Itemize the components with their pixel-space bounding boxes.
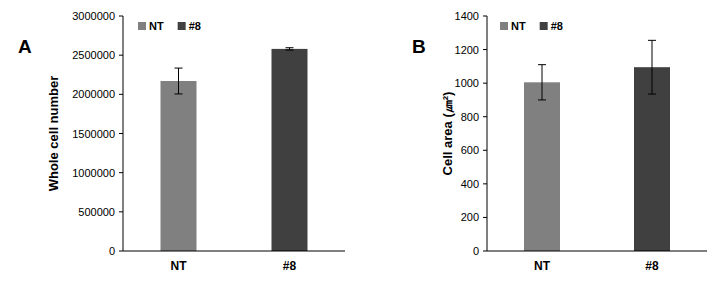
y-tick <box>483 116 487 117</box>
y-tick-label: 0 <box>109 245 115 257</box>
y-tick <box>483 150 487 151</box>
y-tick <box>483 217 487 218</box>
error-cap <box>648 94 656 95</box>
error-cap <box>286 50 294 51</box>
y-tick-label: 1000 <box>455 77 479 89</box>
y-tick <box>119 16 123 17</box>
y-tick-label: 3000000 <box>72 10 115 22</box>
x-tick-label: #8 <box>645 259 659 273</box>
y-tick <box>483 83 487 84</box>
y-tick-label: 2500000 <box>72 49 115 61</box>
y-tick-label: 500000 <box>78 206 115 218</box>
error-bar <box>538 65 546 100</box>
y-tick <box>483 49 487 50</box>
bar <box>161 81 197 251</box>
x-axis <box>123 251 345 252</box>
panel-label: A <box>18 36 32 57</box>
legend-swatch <box>500 22 508 30</box>
y-axis <box>487 16 488 251</box>
panel: B 0 200 400 600 800 1000 1200 1400 Cell area (㎛²)… <box>412 10 707 273</box>
legend-label: #8 <box>551 20 563 32</box>
y-tick-label: 200 <box>461 211 479 223</box>
legend-item: NT <box>500 20 526 32</box>
y-tick-label: 2000000 <box>72 88 115 100</box>
panel: A 0 500000 1000000 1500000 2000000 2500000 3000… <box>18 10 345 273</box>
panel-label: B <box>412 36 426 57</box>
legend-swatch <box>138 22 146 30</box>
y-tick-label: 1500000 <box>72 128 115 140</box>
error-line <box>178 68 179 94</box>
marks <box>161 48 308 251</box>
y-tick <box>483 183 487 184</box>
error-cap <box>538 64 546 65</box>
y-axis <box>123 16 124 251</box>
legend-swatch <box>540 22 548 30</box>
y-tick <box>483 16 487 17</box>
x-tick-label: NT <box>171 259 188 273</box>
x-tick-label: NT <box>534 259 551 273</box>
error-bar <box>648 40 656 94</box>
y-tick-label: 600 <box>461 144 479 156</box>
y-tick-label: 1000000 <box>72 167 115 179</box>
y-tick <box>119 172 123 173</box>
y-axis-label: Whole cell number <box>46 76 61 192</box>
marks <box>524 40 670 251</box>
y-tick <box>119 133 123 134</box>
error-line <box>652 40 653 94</box>
legend-item: #8 <box>540 20 563 32</box>
error-bar <box>286 48 294 50</box>
bar <box>272 49 308 251</box>
legend-swatch <box>178 22 186 30</box>
x-tick-label: #8 <box>283 259 297 273</box>
y-tick <box>119 211 123 212</box>
y-tick-label: 400 <box>461 178 479 190</box>
y-tick <box>483 251 487 252</box>
y-axis-label: Cell area (㎛²) <box>440 92 455 176</box>
bar <box>634 67 670 251</box>
error-cap <box>538 99 546 100</box>
y-tick-label: 1200 <box>455 44 479 56</box>
error-cap <box>175 68 183 69</box>
bar <box>524 82 560 251</box>
legend-item: NT <box>138 20 164 32</box>
y-tick <box>119 251 123 252</box>
y-tick <box>119 55 123 56</box>
legend-label: #8 <box>189 20 201 32</box>
legend-label: NT <box>511 20 526 32</box>
y-tick-label: 1400 <box>455 10 479 22</box>
legend-item: #8 <box>178 20 201 32</box>
error-line <box>542 65 543 100</box>
y-tick <box>119 94 123 95</box>
y-tick-label: 800 <box>461 111 479 123</box>
error-cap <box>175 93 183 94</box>
error-cap <box>648 40 656 41</box>
x-axis <box>487 251 707 252</box>
legend-label: NT <box>149 20 164 32</box>
error-bar <box>175 68 183 94</box>
y-tick-label: 0 <box>473 245 479 257</box>
error-cap <box>286 47 294 48</box>
figure: A 0 500000 1000000 1500000 2000000 2500000 3000… <box>0 0 727 285</box>
